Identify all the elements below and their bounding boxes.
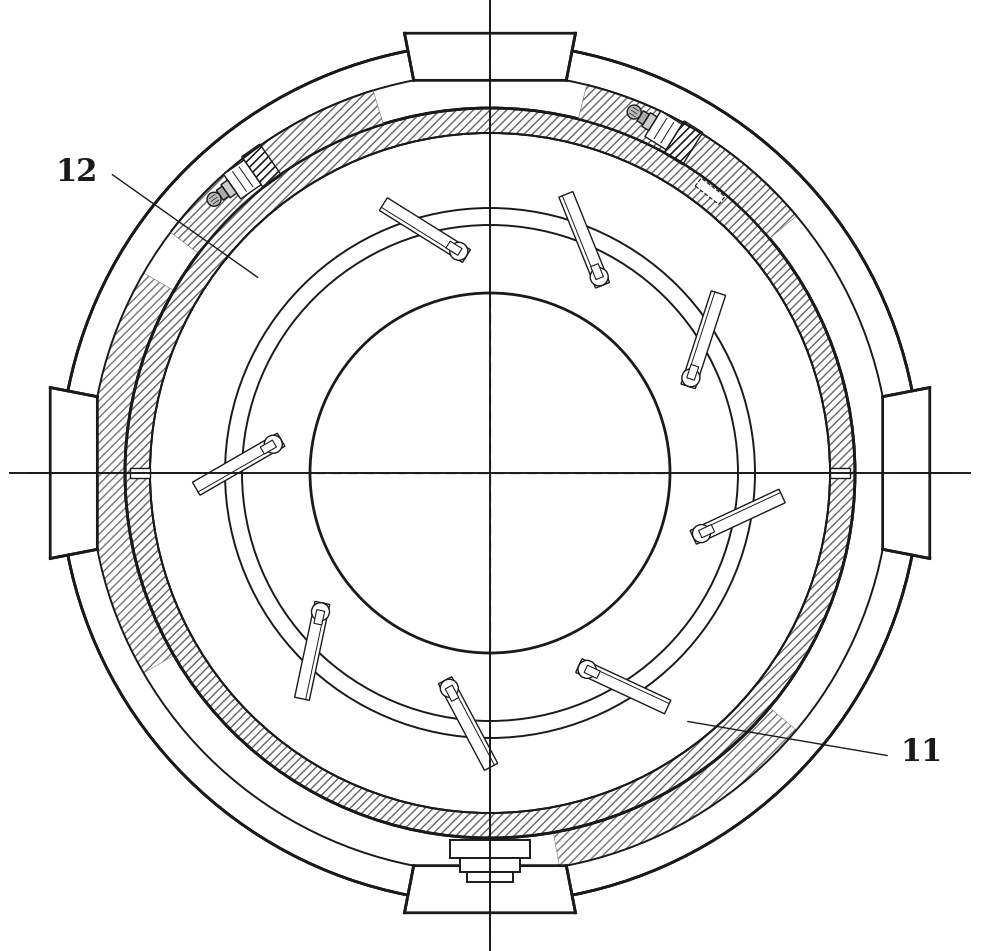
Bar	[460, 858, 520, 872]
Polygon shape	[405, 33, 575, 80]
Wedge shape	[90, 473, 174, 673]
Polygon shape	[221, 180, 237, 198]
Circle shape	[264, 436, 282, 454]
Circle shape	[590, 268, 608, 286]
Polygon shape	[438, 677, 498, 770]
Bar	[450, 840, 530, 858]
Polygon shape	[645, 111, 682, 149]
Polygon shape	[405, 865, 575, 913]
Circle shape	[207, 192, 221, 206]
Polygon shape	[642, 112, 657, 130]
Polygon shape	[687, 364, 699, 380]
Wedge shape	[171, 90, 383, 253]
Circle shape	[311, 603, 329, 621]
Polygon shape	[576, 659, 671, 714]
Wedge shape	[90, 273, 174, 473]
Circle shape	[627, 105, 641, 119]
Polygon shape	[130, 468, 150, 478]
Wedge shape	[578, 85, 796, 239]
Polygon shape	[830, 468, 850, 478]
Bar	[467, 872, 513, 882]
Polygon shape	[379, 198, 470, 262]
Circle shape	[692, 525, 710, 543]
Polygon shape	[591, 263, 603, 280]
Polygon shape	[883, 387, 930, 558]
Polygon shape	[192, 434, 285, 495]
Circle shape	[450, 243, 468, 261]
Circle shape	[682, 369, 700, 387]
Polygon shape	[695, 178, 725, 204]
Polygon shape	[584, 665, 600, 678]
Circle shape	[578, 660, 596, 678]
Wedge shape	[553, 708, 796, 867]
Polygon shape	[637, 110, 649, 125]
Polygon shape	[216, 186, 229, 200]
Polygon shape	[445, 686, 459, 701]
Text: 11: 11	[900, 737, 942, 768]
Polygon shape	[446, 242, 462, 256]
Polygon shape	[559, 191, 610, 288]
Text: 12: 12	[55, 157, 97, 188]
Polygon shape	[690, 489, 785, 544]
Circle shape	[440, 679, 458, 697]
Polygon shape	[260, 440, 276, 454]
Polygon shape	[50, 387, 97, 558]
Polygon shape	[314, 610, 325, 625]
Polygon shape	[699, 525, 715, 537]
Polygon shape	[224, 160, 261, 199]
Polygon shape	[681, 291, 726, 389]
Wedge shape	[125, 108, 855, 838]
Polygon shape	[295, 601, 330, 700]
